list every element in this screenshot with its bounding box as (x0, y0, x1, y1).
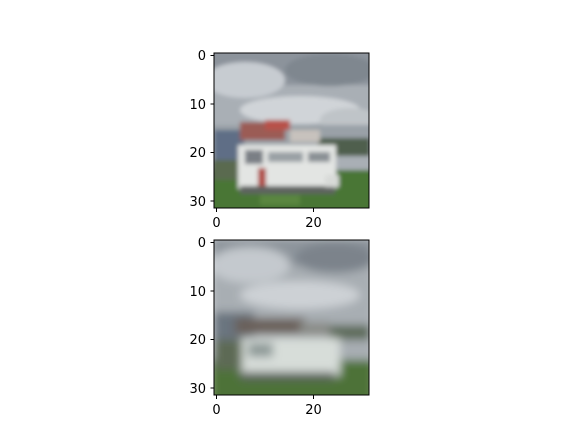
top-photo (214, 53, 369, 208)
top-y-tick-10: 10 (189, 98, 206, 113)
bottom-photo (214, 240, 369, 395)
bottom-image-panel: 0 10 20 30 0 20 (189, 236, 370, 418)
bottom-y-tick-20: 20 (189, 333, 206, 348)
bottom-y-tick-0: 0 (198, 236, 206, 251)
bottom-x-tick-20: 20 (305, 403, 322, 418)
top-y-ticks: 0 10 20 30 (189, 49, 214, 210)
top-y-tick-30: 30 (189, 195, 206, 210)
bottom-x-ticks: 0 20 (212, 395, 322, 418)
bottom-y-tick-30: 30 (189, 382, 206, 397)
top-y-tick-0: 0 (198, 49, 206, 64)
top-image-panel: 0 10 20 30 0 20 (189, 49, 370, 231)
bottom-y-ticks: 0 10 20 30 (189, 236, 214, 397)
bottom-x-tick-0: 0 (212, 403, 220, 418)
top-x-ticks: 0 20 (212, 208, 322, 231)
top-x-tick-0: 0 (212, 216, 220, 231)
top-x-tick-20: 20 (305, 216, 322, 231)
bottom-y-tick-10: 10 (189, 285, 206, 300)
top-y-tick-20: 20 (189, 146, 206, 161)
